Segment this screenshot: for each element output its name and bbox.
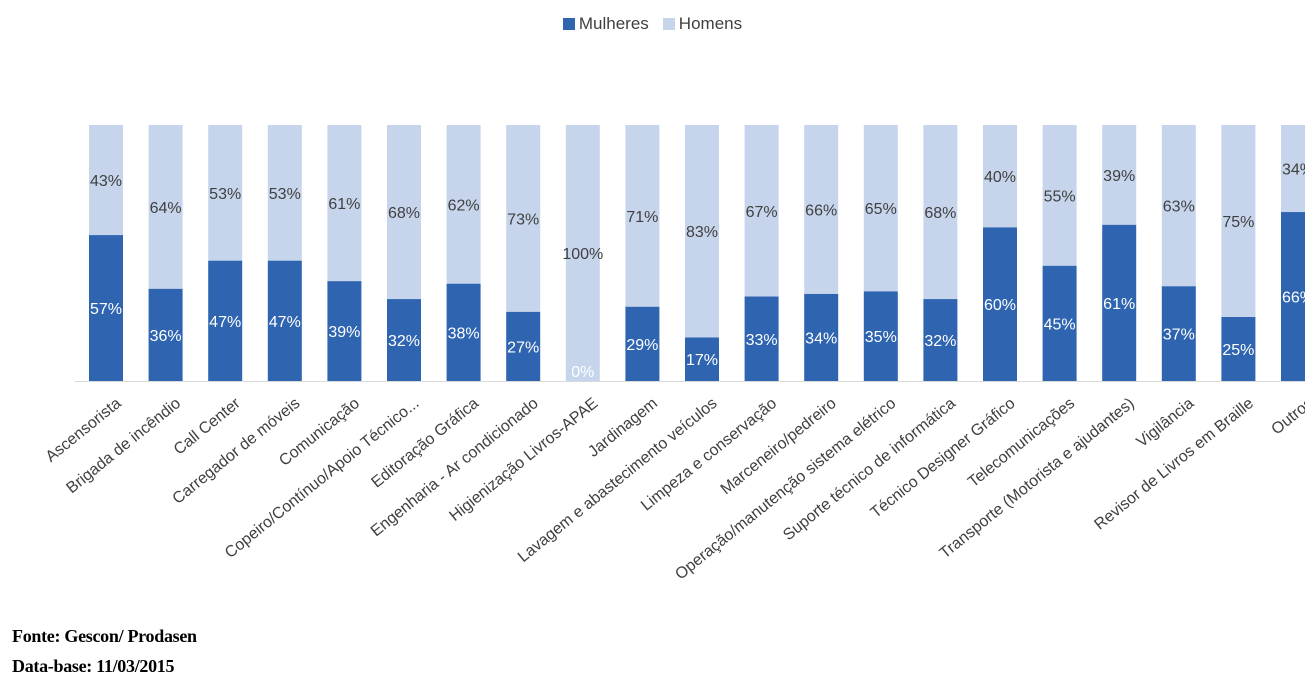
data-label-mulheres: 60%: [984, 297, 1016, 314]
data-label-homens: 67%: [746, 204, 778, 221]
data-label-mulheres: 32%: [924, 333, 956, 350]
data-label-homens: 43%: [90, 173, 122, 190]
data-label-mulheres: 32%: [388, 333, 420, 350]
data-label-mulheres: 34%: [805, 330, 837, 347]
bar-mulheres: [89, 235, 123, 381]
data-label-mulheres: 36%: [150, 328, 182, 345]
category-label: Editoração Gráfica: [368, 395, 482, 492]
bar-homens: [327, 125, 362, 282]
data-label-homens: 66%: [805, 202, 837, 219]
bar-mulheres: [148, 288, 183, 381]
category-label: Outros: [1269, 395, 1305, 438]
data-label-mulheres: 33%: [746, 332, 778, 349]
bar-mulheres: [923, 299, 958, 381]
data-label-homens: 62%: [448, 197, 480, 214]
data-label-mulheres: 27%: [507, 339, 539, 356]
data-label-homens: 64%: [150, 200, 182, 217]
bar-mulheres: [685, 337, 719, 381]
bar-mulheres: [1042, 265, 1077, 381]
data-label-homens: 68%: [924, 205, 956, 222]
data-label-homens: 71%: [626, 209, 658, 226]
bar-mulheres: [625, 306, 660, 381]
bar-homens: [1281, 125, 1305, 213]
bar-homens: [685, 125, 719, 338]
bar-mulheres: [387, 299, 421, 381]
bar-mulheres: [446, 283, 481, 381]
source-line: Fonte: Gescon/ Prodasen: [12, 626, 197, 646]
bar-homens: [506, 125, 541, 312]
data-label-mulheres: 47%: [269, 314, 301, 331]
data-label-homens: 39%: [1103, 168, 1135, 185]
data-label-homens: 53%: [209, 186, 241, 203]
data-label-homens: 63%: [1163, 199, 1195, 216]
bar-mulheres: [863, 291, 898, 381]
legend-label-homens: Homens: [678, 14, 743, 33]
data-label-homens: 61%: [328, 196, 360, 213]
data-label-mulheres: 35%: [865, 329, 897, 346]
bar-mulheres: [1281, 212, 1305, 381]
legend-label-mulheres: Mulheres: [578, 14, 649, 33]
bar-homens: [387, 125, 421, 300]
data-label-homens: 53%: [269, 186, 301, 203]
legend-item-mulheres: Mulheres: [562, 14, 649, 34]
bar-mulheres: [1102, 224, 1137, 381]
database-date: Data-base: 11/03/2015: [12, 656, 175, 676]
bar-homens: [446, 125, 481, 284]
data-label-mulheres: 57%: [90, 301, 122, 318]
category-label: Operação/manutenção sistema elétrico: [672, 395, 899, 583]
bar-homens: [89, 125, 123, 236]
data-label-homens: 34%: [1282, 162, 1305, 179]
bar-mulheres: [1221, 317, 1256, 381]
category-label: Telecomunicações: [965, 395, 1078, 491]
bar-mulheres: [744, 296, 779, 381]
data-label-mulheres: 39%: [328, 324, 360, 341]
data-label-mulheres: 17%: [686, 352, 718, 369]
bar-homens: [983, 125, 1017, 228]
legend-swatch-mulheres: [562, 18, 575, 30]
bar-homens: [267, 125, 302, 261]
data-label-mulheres: 47%: [209, 314, 241, 331]
data-label-homens: 75%: [1222, 214, 1254, 231]
legend-swatch-homens: [662, 18, 675, 30]
bar-homens: [1221, 125, 1256, 317]
bar-homens: [208, 125, 243, 261]
bar-mulheres: [804, 293, 839, 381]
category-label: Brigada de incêndio: [64, 395, 185, 497]
data-label-mulheres: 66%: [1282, 290, 1305, 307]
bar-homens: [148, 125, 183, 289]
bar-mulheres: [327, 281, 362, 381]
data-label-homens: 55%: [1044, 188, 1076, 205]
bar-mulheres: [208, 260, 243, 381]
data-label-homens: 65%: [865, 201, 897, 218]
data-label-homens: 83%: [686, 224, 718, 241]
bar-mulheres: [267, 260, 302, 381]
data-label-mulheres: 61%: [1103, 296, 1135, 313]
bar-mulheres: [506, 311, 541, 381]
data-label-mulheres: 38%: [448, 325, 480, 342]
bar-homens: [1102, 125, 1137, 225]
data-label-mulheres: 45%: [1044, 316, 1076, 333]
data-label-mulheres: 0%: [571, 364, 594, 381]
data-label-homens: 40%: [984, 169, 1016, 186]
bar-mulheres: [1161, 286, 1196, 381]
data-label-mulheres: 29%: [626, 337, 658, 354]
data-label-mulheres: 37%: [1163, 327, 1195, 344]
bar-homens: [923, 125, 958, 300]
bar-homens: [625, 125, 660, 307]
legend: Mulheres Homens: [0, 14, 1305, 34]
bar-homens: [1161, 125, 1196, 287]
legend-item-homens: Homens: [662, 14, 743, 34]
data-label-mulheres: 25%: [1222, 342, 1254, 359]
bar-homens: [744, 125, 779, 297]
bar-homens: [863, 125, 898, 292]
bar-homens: [565, 125, 600, 381]
bar-homens: [804, 125, 839, 294]
data-label-homens: 100%: [562, 246, 603, 263]
bar-homens: [1042, 125, 1077, 266]
bar-mulheres: [983, 227, 1017, 381]
data-label-homens: 68%: [388, 205, 420, 222]
data-label-homens: 73%: [507, 211, 539, 228]
